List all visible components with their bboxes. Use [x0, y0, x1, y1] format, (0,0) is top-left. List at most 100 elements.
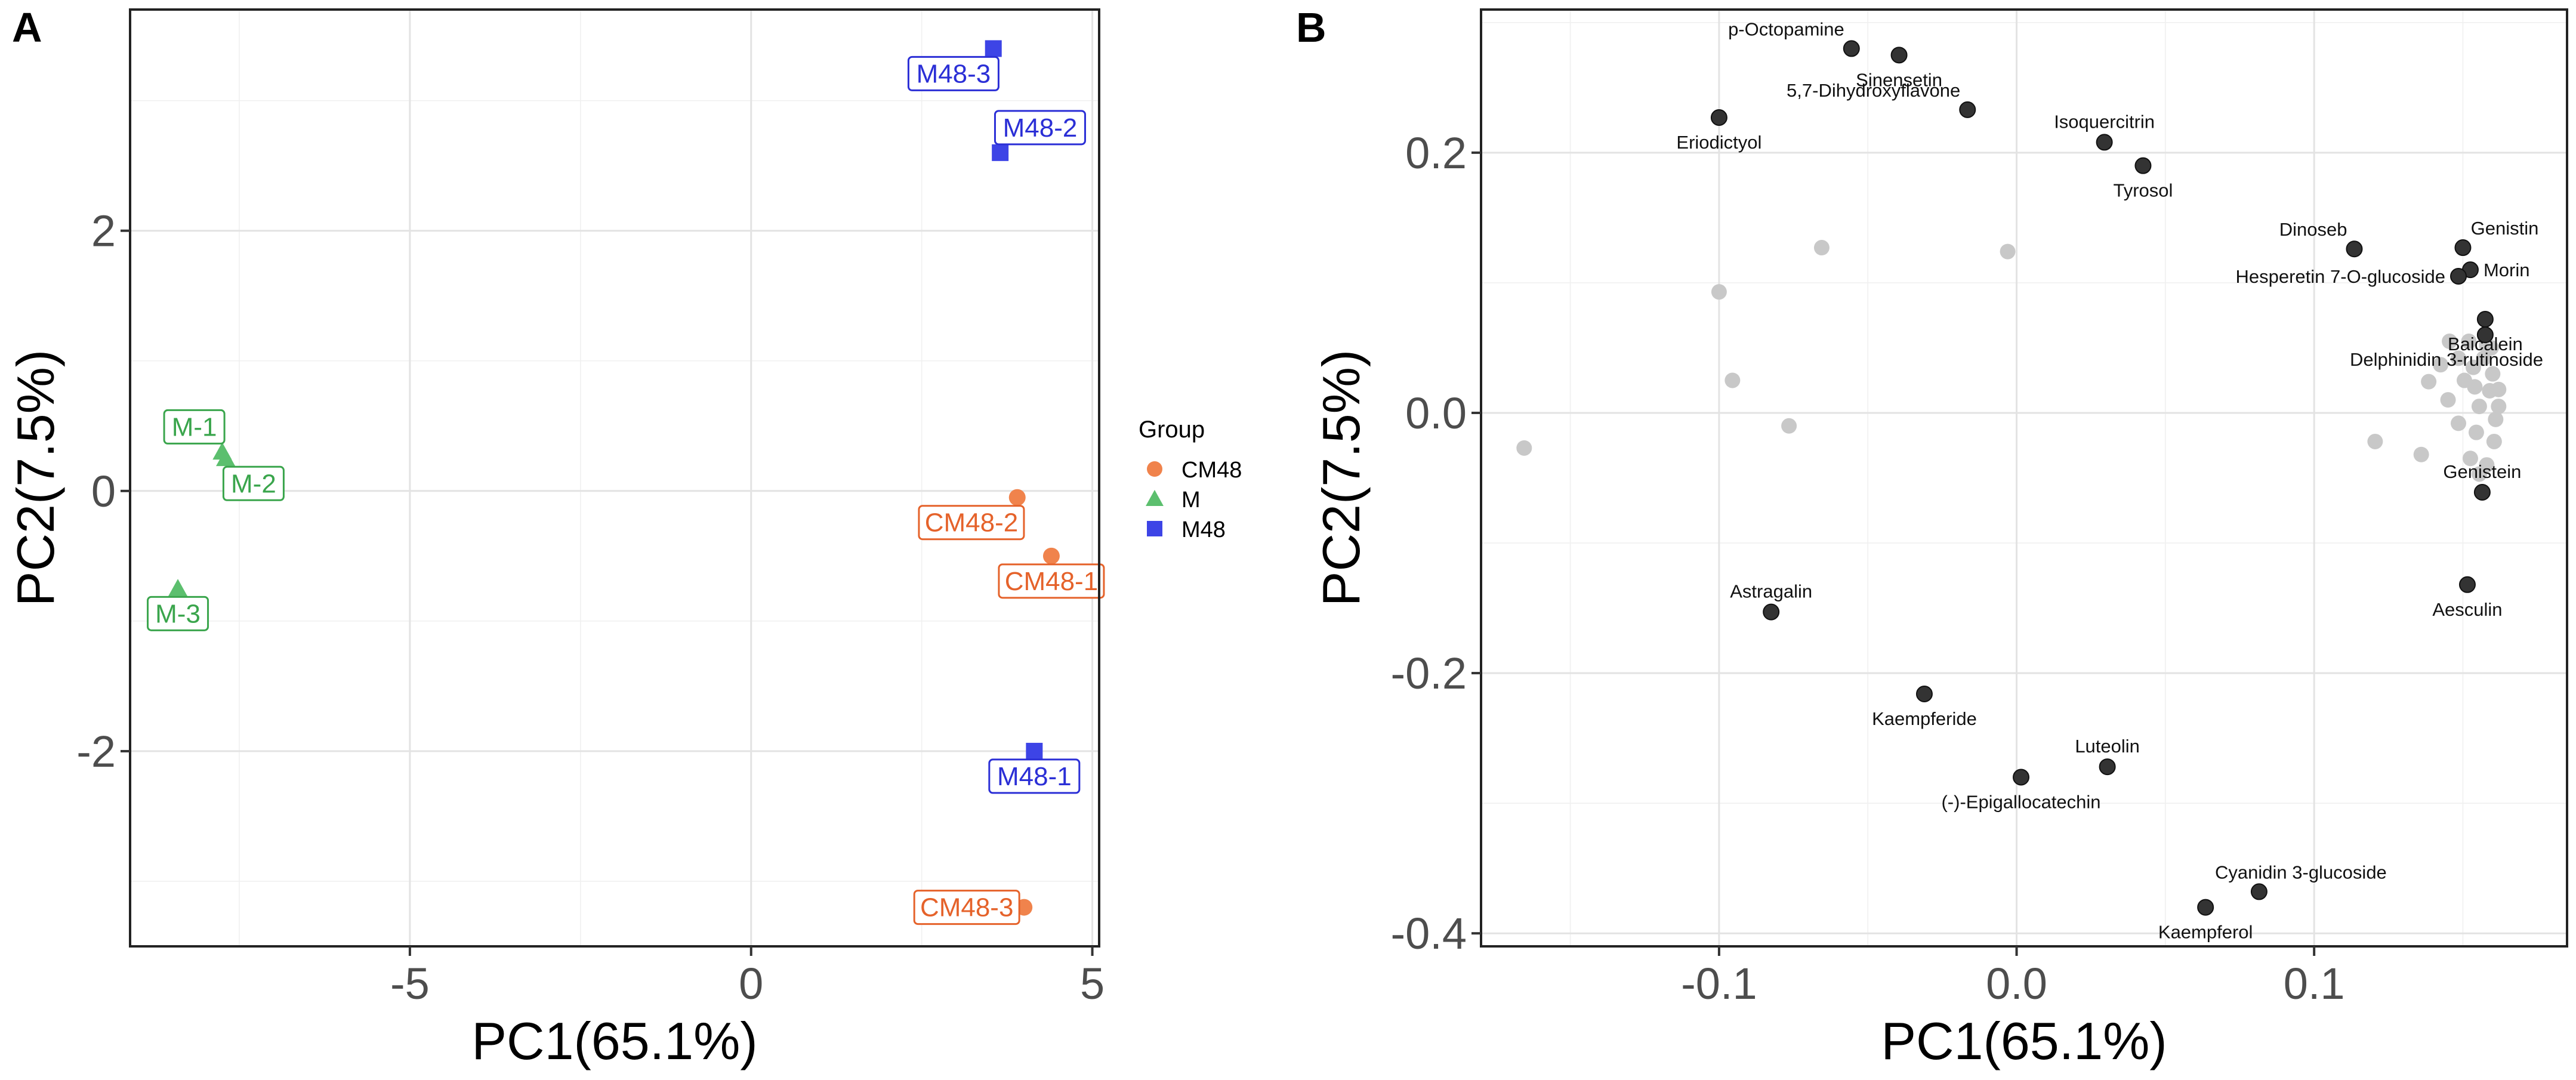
loading-point: [2099, 758, 2116, 776]
background-point: [2421, 374, 2437, 390]
point-label: M-1: [172, 412, 217, 442]
point-m48-2: [992, 144, 1009, 161]
loading-label: Isoquercitrin: [2054, 111, 2155, 132]
point-cm48-2: [1008, 489, 1026, 506]
background-point: [2465, 359, 2481, 375]
loading-label: Genistin: [2471, 218, 2539, 239]
background-point: [2471, 399, 2487, 415]
legend-cm48-marker: [1147, 461, 1162, 477]
background-point: [2483, 340, 2499, 356]
panel-b: B p-Octopamine Sinensetin5,7-Dihydroxyfla…: [1296, 4, 2568, 1070]
panel-a-gridlines: [130, 10, 1099, 946]
panel-a-legend: Group CM48 M M48: [1139, 416, 1242, 542]
background-point: [2467, 379, 2483, 395]
panel-b-y-tick-label: 0.0: [1405, 388, 1467, 438]
panel-b-plot-background: [1481, 10, 2567, 946]
background-point: [1813, 240, 1830, 256]
point-label-box: [147, 595, 209, 631]
point-label: CM48-3: [920, 893, 1014, 922]
point-label-box: [994, 110, 1086, 146]
panel-a-y-tick-label: 2: [91, 206, 116, 256]
loading-label: Kaempferide: [1872, 708, 1977, 729]
panel-a-points: CM48-1 CM48-2 CM48-3 M-1 M-2 M-3 M48-1 M48-2 M48…: [147, 40, 1105, 925]
loading-point: [2134, 157, 2152, 174]
legend-title: Group: [1139, 416, 1205, 443]
loading-point: [2454, 239, 2472, 257]
point-label-box: [988, 758, 1081, 794]
panel-a-frame: [129, 8, 1100, 948]
background-point: [2479, 457, 2495, 473]
loading-label: Astragalin: [1730, 581, 1812, 602]
loading-point: [2346, 240, 2363, 258]
loading-point: [1763, 603, 1780, 621]
panel-b-y-tick-label: 0.2: [1405, 128, 1467, 178]
point-label: M48-3: [917, 59, 991, 88]
background-point: [2462, 450, 2478, 467]
panel-b-x-tick-label: 0.0: [1986, 959, 2047, 1008]
panel-a-y-axis-title: PC2(7.5%): [6, 350, 65, 606]
point-label-box: [163, 409, 226, 445]
panel-b-labeled-points: p-Octopamine Sinensetin5,7-Dihydroxyflavo…: [1676, 18, 2543, 942]
background-point: [2491, 399, 2507, 415]
loading-point: [1915, 685, 1933, 702]
background-point: [2413, 446, 2429, 462]
panel-a-y-tick-label: -2: [76, 727, 116, 776]
panel-b-x-tick-label: -0.1: [1681, 959, 1757, 1008]
point-m-2: [216, 449, 236, 467]
loading-label: Luteolin: [2075, 736, 2140, 757]
point-label: M48-1: [997, 762, 1072, 791]
loading-label: Eriodictyol: [1676, 132, 1761, 153]
point-label-box: [998, 563, 1105, 599]
point-label: CM48-2: [925, 508, 1019, 538]
background-point: [2451, 350, 2466, 366]
loading-label: Morin: [2484, 260, 2530, 280]
panel-a-letter: A: [12, 4, 42, 51]
panel-b-frame: [1480, 8, 2568, 948]
loading-point: [2458, 576, 2476, 593]
point-m48-1: [1026, 742, 1043, 760]
panel-b-gridlines: [1481, 10, 2567, 946]
panel-b-x-tick-label: 0.1: [2284, 959, 2345, 1008]
panel-b-y-tick-label: -0.2: [1390, 649, 1467, 698]
background-point: [2442, 334, 2458, 350]
panel-a-plot-background: [130, 10, 1099, 946]
legend-m-marker: [1146, 490, 1164, 506]
background-point: [1516, 440, 1532, 456]
background-point: [1711, 284, 1727, 300]
legend-m48-marker: [1147, 521, 1162, 536]
loading-point: [1710, 109, 1727, 126]
panel-a: A CM48-1CM48-2CM48-3M-1M-2M-3M48-1M48-2M…: [6, 4, 1242, 1070]
panel-b-y-tick-label: -0.4: [1390, 909, 1467, 958]
point-label-box: [907, 55, 999, 91]
background-point: [2486, 433, 2502, 449]
loading-label: Tyrosol: [2113, 180, 2173, 201]
background-point: [2468, 424, 2484, 440]
background-point: [2488, 411, 2504, 427]
panel-b-ticks: -0.1 0.0 0.1 -0.4 -0.2 0.0 0.2: [1390, 128, 2344, 1008]
background-point: [2485, 366, 2501, 382]
point-label-box: [222, 465, 285, 501]
background-point: [2461, 334, 2477, 350]
loading-point: [1890, 47, 1908, 64]
legend-m-label: M: [1181, 487, 1201, 513]
loading-point: [1843, 40, 1860, 57]
background-point: [1724, 372, 1741, 388]
loading-point: [2013, 769, 2030, 786]
legend-m48-label: M48: [1181, 517, 1226, 542]
point-label-box: [918, 505, 1025, 541]
panel-b-letter: B: [1296, 4, 1326, 51]
background-point: [2451, 415, 2466, 431]
point-label: M-2: [231, 469, 276, 498]
loading-point: [2197, 899, 2214, 916]
loading-point: [2096, 134, 2113, 151]
background-point: [2000, 243, 2016, 260]
point-cm48-1: [1042, 547, 1060, 564]
panel-b-y-axis-title: PC2(7.5%): [1312, 350, 1371, 606]
background-point: [2367, 433, 2383, 449]
loading-label: (-)-Epigallocatechin: [1941, 792, 2100, 813]
loading-label: Hesperetin 7-O-glucoside: [2235, 266, 2445, 287]
point-m48-3: [985, 40, 1002, 57]
loading-label: Aesculin: [2432, 599, 2502, 620]
background-point: [2440, 392, 2456, 408]
loading-point: [2450, 268, 2467, 285]
